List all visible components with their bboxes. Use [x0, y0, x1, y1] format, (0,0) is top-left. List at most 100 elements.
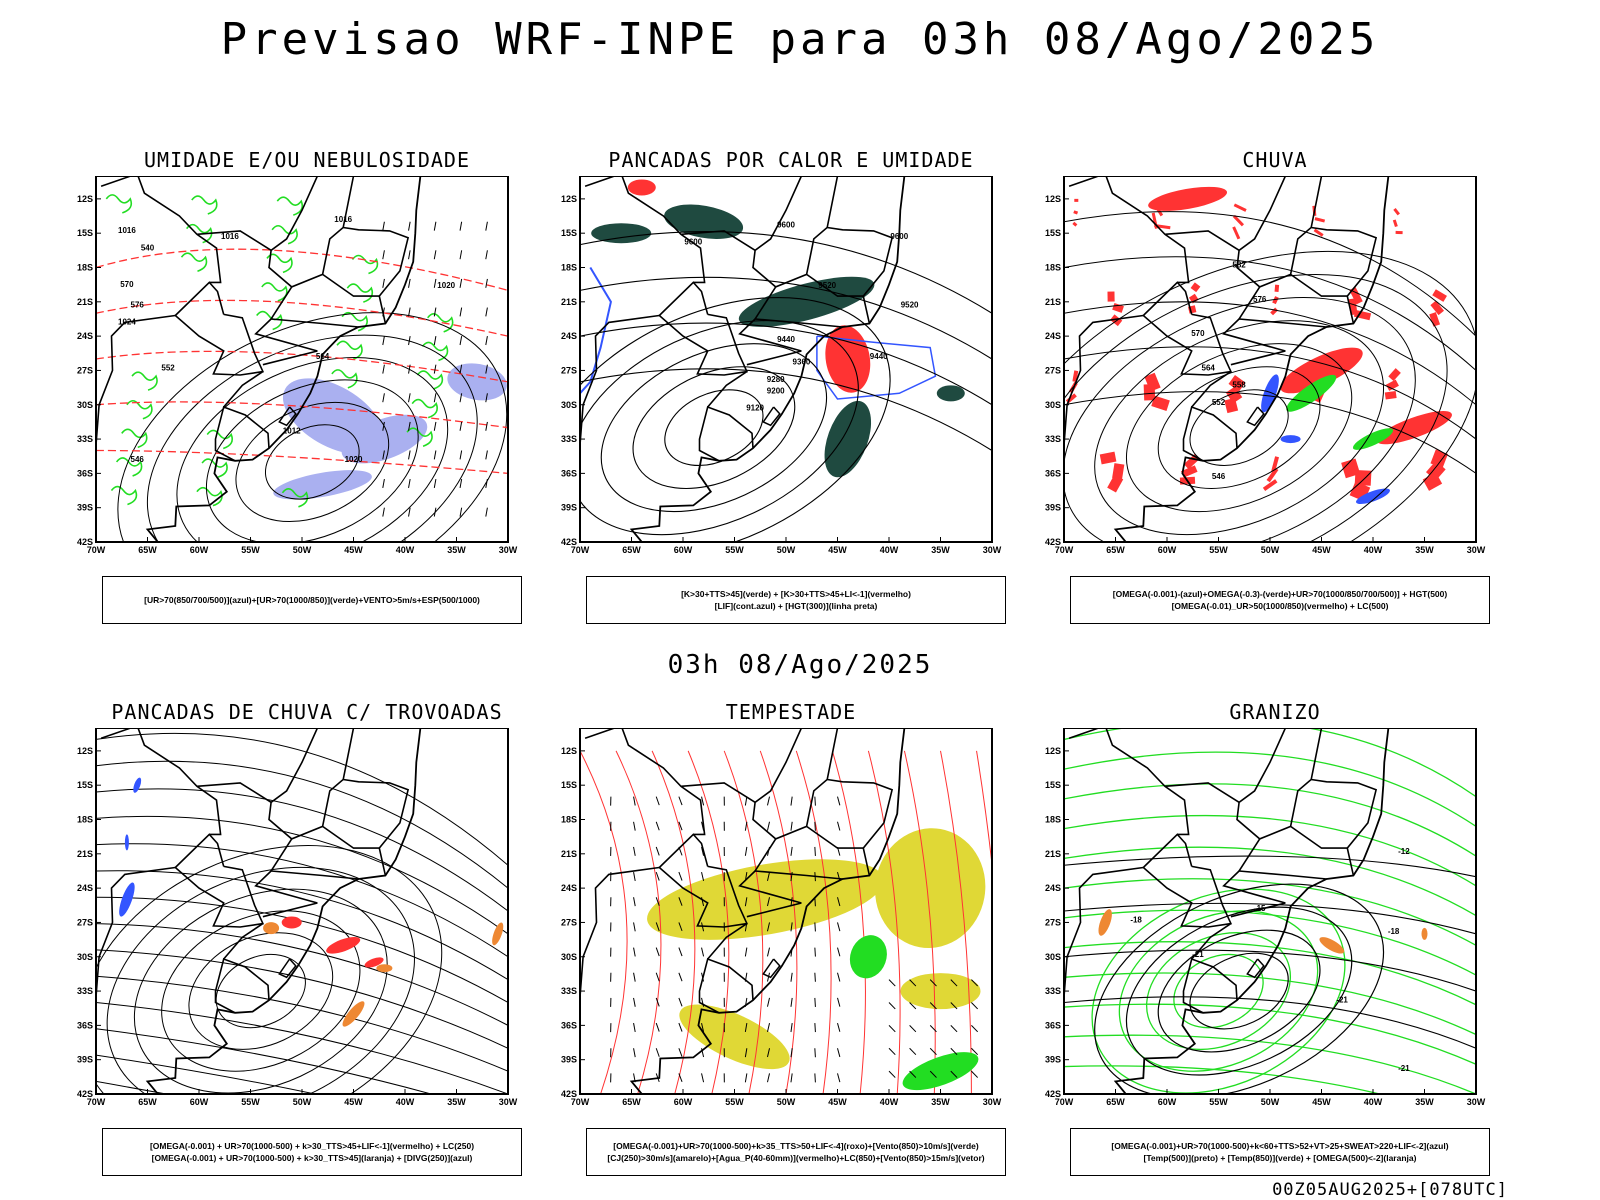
wind-vector [837, 897, 841, 907]
wind850-green-area [902, 1052, 979, 1091]
streamline [96, 896, 508, 1003]
wind-vector [766, 796, 771, 806]
wind-vector [701, 871, 705, 881]
wind-vector [790, 796, 793, 806]
thunder-red-area [364, 957, 384, 968]
lon-tick-label: 30W [499, 1097, 518, 1107]
streamline [96, 870, 508, 981]
wind-arrow [433, 364, 437, 374]
political-border [196, 782, 272, 803]
wind-vector [744, 897, 748, 907]
wind-vector [971, 1025, 979, 1033]
temp500-black-contour [1125, 906, 1353, 1076]
streamline-loop [161, 910, 361, 1072]
wind-vector [837, 1048, 841, 1058]
coastline [1113, 176, 1390, 542]
wind-vector [971, 1047, 979, 1056]
omega-blue-area [1261, 374, 1279, 413]
temp500-black-contour [1189, 952, 1289, 1030]
lon-tick-label: 30W [1467, 1097, 1486, 1107]
lat-tick-label: 36S [77, 468, 93, 478]
wind-vector [701, 947, 705, 957]
humidity-green-contour [110, 485, 138, 506]
contour-label: 9360 [793, 358, 811, 367]
contour-label: 582 [1232, 261, 1246, 270]
wind-vector [766, 922, 771, 932]
legend-line: [UR>70(850/700/500)](azul)+[UR>70(1000/8… [144, 595, 480, 605]
contour-label: -21 [1192, 950, 1204, 959]
wind-vector [678, 947, 683, 957]
rain-red-patch [1228, 375, 1246, 392]
lat-tick-label: 42S [561, 1089, 577, 1099]
rain-red-patch [1392, 219, 1398, 228]
wind-vector [909, 1002, 917, 1010]
legend-box: [UR>70(850/700/500)](azul)+[UR>70(1000/8… [102, 576, 522, 624]
panel-chuva: CHUVA 582 576 570 564 558 552 546 12S 15S 18S 21S 2… [1040, 148, 1510, 628]
wind-vector [814, 997, 816, 1007]
political-border [1222, 870, 1286, 904]
wind-vector [701, 1022, 705, 1032]
wind-vector [790, 972, 793, 982]
lat-tick-label: 27S [1045, 917, 1061, 927]
panel-trovoadas: PANCADAS DE CHUVA C/ TROVOADAS 12S 15S 18S… [72, 700, 542, 1180]
contour-label: 9520 [818, 281, 836, 290]
contour-label: 576 [131, 301, 145, 310]
wind-vector [909, 1047, 917, 1056]
wind-vector [888, 1002, 896, 1010]
humidity-green-contour [421, 341, 449, 362]
wind-vector [837, 997, 841, 1007]
wind-arrow [433, 307, 437, 317]
thickness-red-dashed [96, 350, 508, 383]
lat-tick-label: 30S [561, 400, 577, 410]
contour-label: -18 [1130, 915, 1142, 924]
lon-tick-label: 40W [396, 1097, 415, 1107]
heat-green-area [936, 385, 965, 402]
temp500-black-contour [1064, 949, 1476, 992]
political-border [746, 902, 802, 918]
lat-tick-label: 18S [561, 815, 577, 825]
wind-vector [701, 1073, 705, 1083]
wind-vector [678, 897, 683, 906]
lat-tick-label: 15S [1045, 780, 1061, 790]
wind-vector [814, 796, 816, 806]
wind-vector [701, 796, 705, 806]
water-red-contour [831, 750, 866, 1094]
wind-arrow [433, 250, 437, 260]
political-border [1064, 866, 1144, 997]
contour-label: 570 [1191, 329, 1205, 338]
wind-vector [950, 1047, 958, 1056]
lat-tick-label: 24S [77, 331, 93, 341]
humidity-green-contour [131, 371, 158, 391]
legend-line: [OMEGA(-0.001) + UR>70(1000-500) + k>30_… [151, 1153, 473, 1163]
thickness-red-dashed [96, 248, 508, 292]
lon-tick-label: 35W [931, 1097, 950, 1107]
wind-vector [814, 922, 816, 932]
lon-tick-label: 35W [931, 545, 950, 555]
panel-pancadas-calor: PANCADAS POR CALOR E UMIDADE 9600 9600 960… [556, 148, 1026, 628]
wind-vector [766, 947, 771, 957]
map-chuva: 582 576 570 564 558 552 546 12S 15S 18S 21S 24S 27S 3… [1045, 176, 1486, 555]
lat-tick-label: 27S [77, 917, 93, 927]
wind-vector [888, 979, 896, 987]
wind-arrow [459, 221, 463, 231]
political-border [1182, 405, 1238, 462]
wind-vector [633, 972, 636, 982]
humidity-green-contour [201, 458, 228, 478]
wind-vector [837, 796, 841, 806]
political-border [268, 176, 355, 288]
panel-title: TEMPESTADE [725, 700, 857, 724]
wind-arrow [485, 278, 488, 288]
lagoon [762, 406, 781, 427]
wind-vector [744, 796, 748, 806]
legend-line: [Temp(500)](preto) + [Temp(850)](verde) … [1143, 1153, 1417, 1163]
hgt500-isoline [1125, 343, 1353, 513]
divergence-blue-area [119, 882, 135, 917]
wind-vector [814, 1073, 816, 1083]
lagoon [1246, 958, 1265, 979]
rain-red-patch [1262, 479, 1278, 491]
wind-vector [655, 997, 660, 1007]
lon-tick-label: 45W [344, 545, 363, 555]
rain-red-patch [1384, 391, 1397, 400]
wind-arrow [485, 421, 488, 431]
temp500-black-contour [1064, 855, 1476, 878]
